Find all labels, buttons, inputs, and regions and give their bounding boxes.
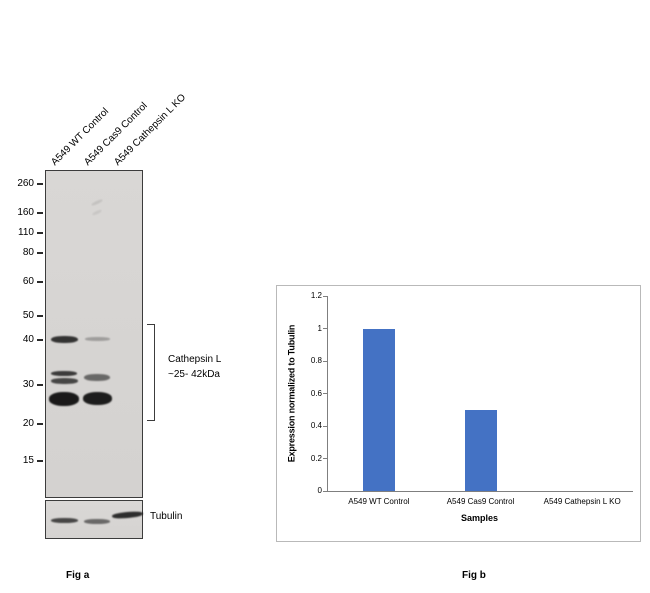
y-axis-tick: [323, 458, 328, 459]
mw-marker-label: 80: [22, 247, 34, 258]
band-range-annotation: Cathepsin L ~25- 42kDa: [168, 352, 221, 382]
y-axis-tick: [323, 490, 328, 492]
mw-marker-label: 110: [18, 227, 34, 238]
lane-labels: A549 WT Control A549 Cas9 Control A549 Cat…: [45, 80, 285, 168]
mw-marker-tick: [37, 315, 43, 317]
mw-marker-label: 40: [22, 334, 34, 345]
bar: [464, 409, 497, 491]
y-axis-tick-label: 1: [317, 323, 322, 333]
annotation-line2: ~25- 42kDa: [168, 369, 220, 380]
mw-ladder: 260 160 110 80 60 50 40 30 20 15: [0, 0, 45, 593]
plot-area: Expression normalized to Tubulin 0 0.2 0.4…: [287, 291, 633, 506]
mw-marker-tick: [37, 281, 43, 283]
tubulin-label: Tubulin: [150, 511, 183, 522]
y-axis-tick: [323, 393, 328, 394]
mw-marker-label: 30: [22, 379, 34, 390]
mw-marker-tick: [37, 460, 43, 462]
y-axis-tick-label: 0.2: [310, 453, 322, 463]
fig-b-caption: Fig b: [462, 570, 486, 581]
protein-band: [50, 378, 78, 384]
x-axis-title: Samples: [460, 513, 499, 523]
x-axis-category-label: A549 WT Control: [348, 497, 410, 506]
annotation-line1: Cathepsin L: [168, 354, 222, 365]
y-axis-tick: [323, 425, 328, 427]
lane-label: A549 WT Control: [49, 106, 112, 168]
mw-marker-label: 60: [22, 276, 34, 287]
x-axis-category-label: A549 Cas9 Control: [446, 497, 515, 506]
protein-band: [51, 371, 77, 376]
y-axis-tick-label: 1.2: [310, 291, 322, 300]
mw-marker-tick: [37, 384, 43, 386]
y-axis-tick: [323, 295, 328, 297]
bar: [362, 328, 395, 491]
y-axis-tick-label: 0.4: [310, 421, 322, 430]
protein-band: [50, 336, 78, 343]
mw-marker-tick: [37, 232, 43, 234]
mw-marker-tick: [37, 423, 43, 425]
bar-chart: Expression normalized to Tubulin 0 0.2 0.4…: [276, 285, 641, 542]
protein-band: [49, 392, 79, 406]
y-axis-tick: [323, 328, 328, 329]
y-axis-tick: [323, 360, 328, 362]
tubulin-loading-control-blot: [45, 500, 143, 539]
mw-marker-tick: [37, 339, 43, 341]
protein-band: [50, 518, 78, 523]
mw-marker-tick: [37, 212, 43, 214]
x-axis-category-label: A549 Cathepsin L KO: [543, 497, 621, 506]
protein-band: [84, 519, 110, 524]
protein-band: [111, 510, 143, 520]
mw-marker-label: 50: [22, 310, 34, 321]
mw-marker-tick: [37, 183, 43, 185]
protein-band: [84, 374, 110, 381]
mw-marker-label: 160: [17, 207, 34, 218]
protein-band: [91, 209, 103, 216]
mw-marker-label: 15: [22, 455, 34, 466]
mw-marker-label: 260: [17, 178, 34, 189]
western-blot-membrane: [45, 170, 143, 498]
mw-marker-tick: [37, 252, 43, 254]
bracket-annotation: [147, 324, 155, 421]
protein-band: [82, 392, 112, 405]
protein-band: [84, 337, 110, 341]
y-axis-tick-label: 0: [317, 486, 322, 495]
y-axis-tick-label: 0.8: [310, 356, 322, 365]
fig-a-caption: Fig a: [66, 570, 90, 581]
y-axis-tick-label: 0.6: [310, 388, 322, 398]
protein-band: [90, 198, 104, 207]
mw-marker-label: 20: [22, 418, 34, 429]
